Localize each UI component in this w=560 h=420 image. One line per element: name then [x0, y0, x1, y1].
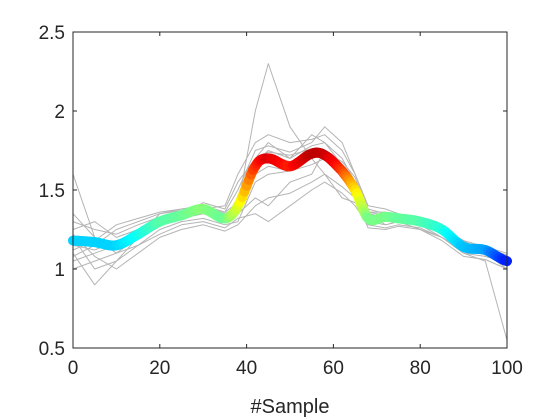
- background-series-line-10: [72, 157, 508, 265]
- y-axis-ticks: 0.5 1 1.5 2 2.5: [39, 23, 507, 360]
- y-tick-label-1: 1: [54, 260, 65, 281]
- background-series-group: [72, 63, 508, 341]
- y-tick-label-2: 2: [54, 102, 65, 123]
- plot-area-box: [72, 31, 508, 349]
- x-tick-label-80: 80: [410, 358, 431, 379]
- x-axis-title: #Sample: [251, 396, 330, 418]
- y-tick-label-0.5: 0.5: [39, 339, 65, 360]
- x-tick-label-60: 60: [323, 358, 344, 379]
- x-tick-label-0: 0: [68, 358, 79, 379]
- background-series-line-11: [72, 173, 508, 270]
- mean-series-group: [68, 147, 512, 267]
- x-tick-label-100: 100: [491, 358, 523, 379]
- y-tick-label-2.5: 2.5: [39, 23, 65, 44]
- x-tick-label-20: 20: [149, 358, 170, 379]
- background-series-line-8: [72, 181, 508, 270]
- x-tick-label-40: 40: [236, 358, 257, 379]
- background-series-line-4: [72, 134, 508, 262]
- x-axis-ticks: 0 20 40 60 80 100: [68, 32, 523, 379]
- y-tick-label-1.5: 1.5: [39, 181, 65, 202]
